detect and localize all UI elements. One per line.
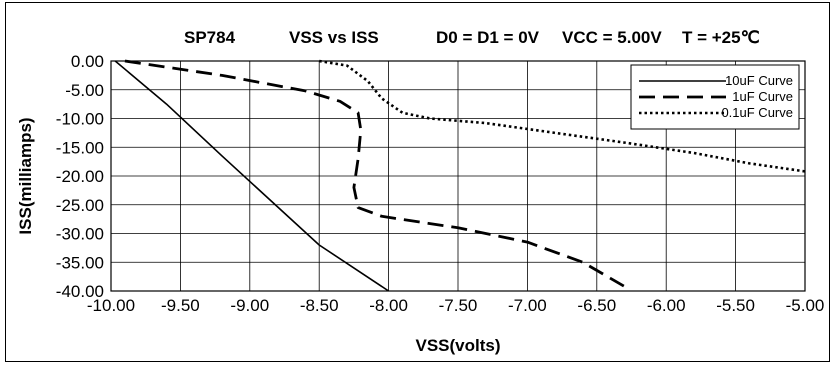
legend-label: 1uF Curve [732,89,793,104]
y-tick-label: -10.00 [56,110,104,129]
data-series [114,59,806,292]
y-axis-label: ISS(milliamps) [16,117,35,234]
x-axis-tick-labels: -10.00 -9.50 -9.00 -8.50 -8.00 -7.50 -7.00 -6.5… [87,296,824,315]
series-line-dotted [318,59,806,173]
title-part: VSS vs ISS [289,28,379,47]
x-tick-label: -7.00 [508,296,547,315]
x-tick-label: -10.00 [87,296,135,315]
y-tick-label: -40.00 [56,282,104,301]
chart-svg: SP784 VSS vs ISS D0 = D1 = 0V VCC = 5.00V T … [16,28,824,355]
x-tick-label: -8.00 [369,296,408,315]
x-tick-label: -6.50 [577,296,616,315]
x-axis-label: VSS(volts) [415,336,500,355]
y-tick-label: 0.00 [71,52,104,71]
plot-area [110,60,806,292]
x-tick-label: -5.50 [716,296,755,315]
legend-label: 10uF Curve [725,73,793,88]
title-part: T = +25℃ [682,28,760,47]
legend-label: 0.1uF Curve [721,105,793,120]
y-tick-label: -15.00 [56,138,104,157]
y-axis-tick-labels: 0.00 -5.00 -10.00 -15.00 -20.00 -25.00 -30.00 -… [56,52,104,301]
x-tick-label: -6.00 [647,296,686,315]
title-part: D0 = D1 = 0V [436,28,540,47]
series-line-solid [114,60,390,292]
chart-frame: SP784 VSS vs ISS D0 = D1 = 0V VCC = 5.00V T … [5,2,830,362]
y-tick-label: -5.00 [65,81,104,100]
chart-title: SP784 VSS vs ISS D0 = D1 = 0V VCC = 5.00V T … [184,28,760,47]
y-tick-label: -35.00 [56,253,104,272]
x-tick-label: -9.50 [161,296,200,315]
x-tick-label: -7.50 [439,296,478,315]
x-tick-label: -8.50 [300,296,339,315]
x-tick-label: -5.00 [786,296,825,315]
y-tick-label: -20.00 [56,167,104,186]
y-tick-label: -30.00 [56,225,104,244]
series-line-dashed [124,59,629,290]
title-part: VCC = 5.00V [562,28,662,47]
title-part: SP784 [184,28,236,47]
x-tick-label: -9.00 [230,296,269,315]
y-tick-label: -25.00 [56,196,104,215]
